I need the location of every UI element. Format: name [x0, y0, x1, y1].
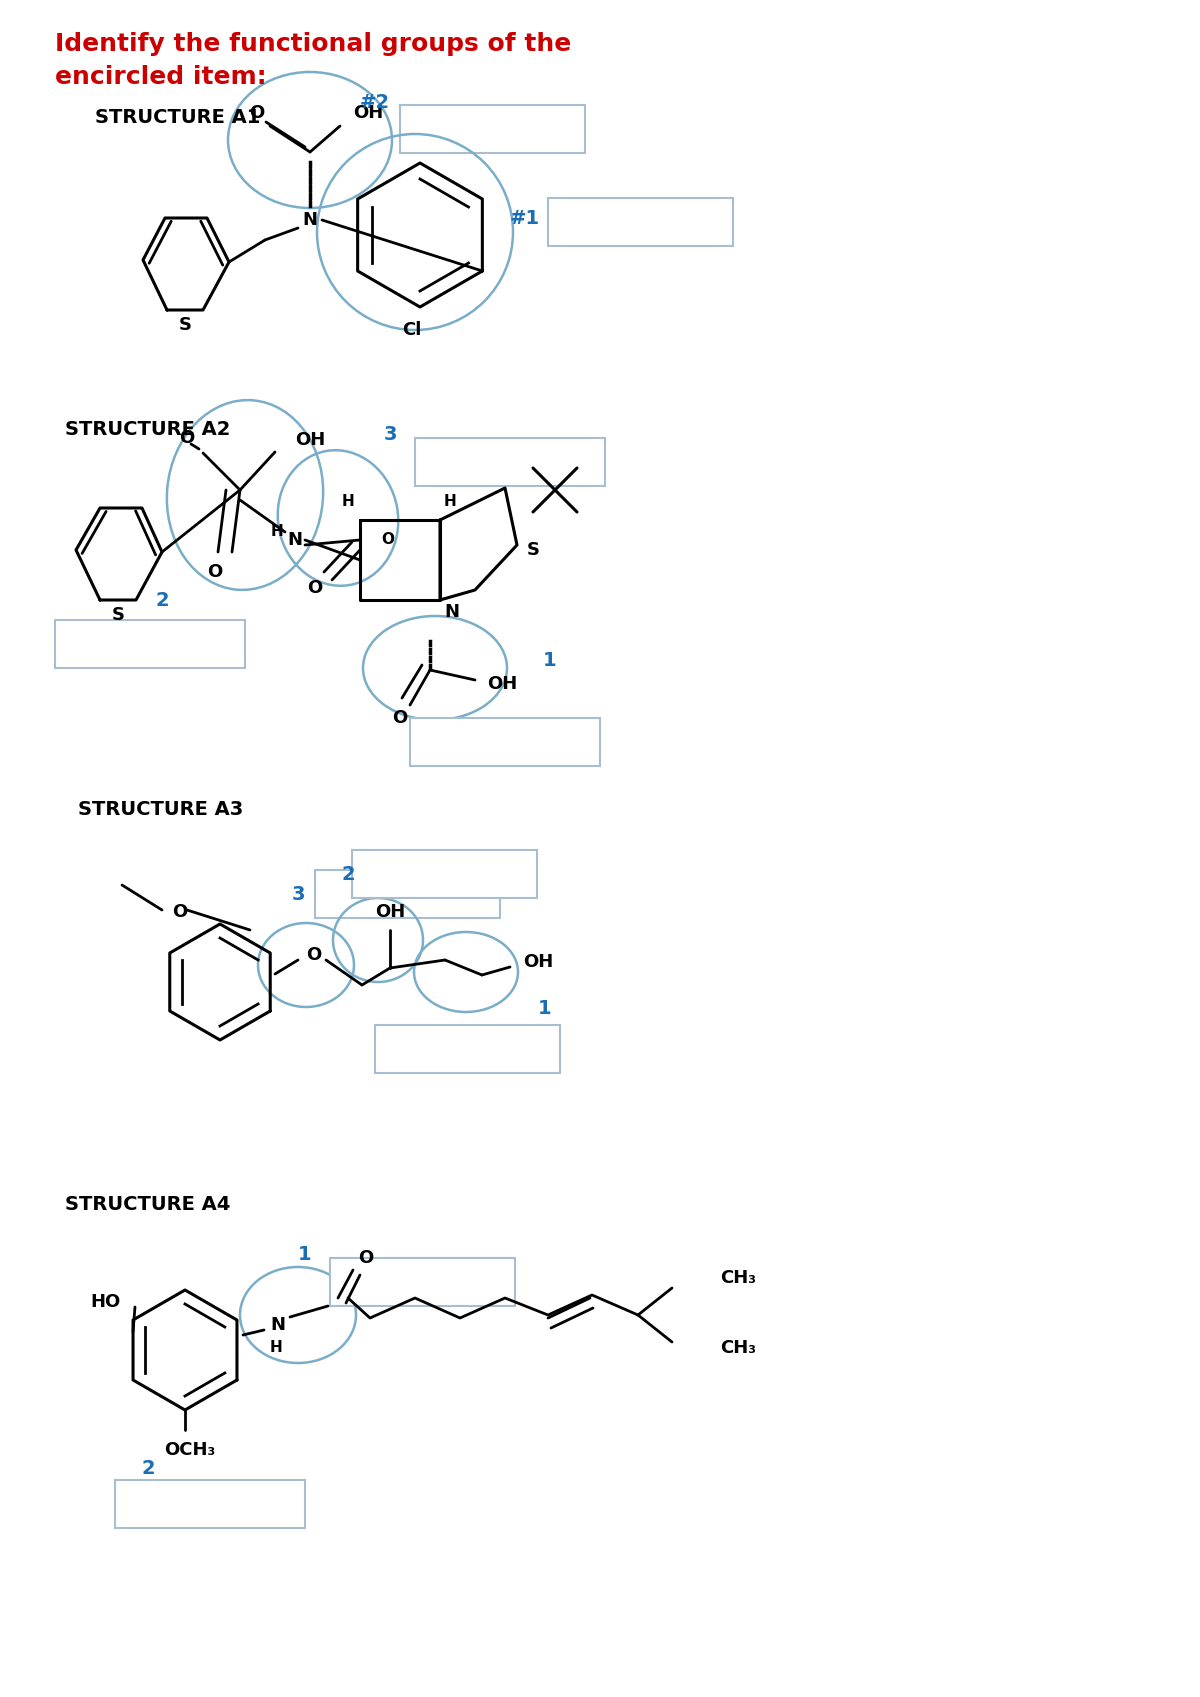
Bar: [400, 105, 586, 153]
Text: S: S: [527, 541, 540, 558]
Bar: [352, 850, 538, 898]
Text: #1: #1: [510, 209, 540, 227]
Bar: [330, 1257, 515, 1307]
Text: STRUCTURE A2: STRUCTURE A2: [65, 419, 230, 440]
Text: encircled item:: encircled item:: [55, 64, 266, 88]
Text: #2: #2: [360, 93, 390, 112]
Text: STRUCTURE A1: STRUCTURE A1: [95, 109, 260, 127]
Bar: [410, 718, 600, 765]
Text: STRUCTURE A3: STRUCTURE A3: [78, 799, 244, 820]
Bar: [314, 871, 500, 918]
Text: N: N: [444, 602, 460, 621]
Text: CH₃: CH₃: [720, 1339, 756, 1358]
Text: 2: 2: [142, 1458, 155, 1478]
Text: H: H: [270, 1339, 282, 1354]
Text: Identify the functional groups of the: Identify the functional groups of the: [55, 32, 571, 56]
Text: S: S: [179, 316, 192, 334]
Text: OH: OH: [523, 954, 553, 971]
Text: 1: 1: [544, 650, 557, 670]
Text: H: H: [444, 494, 456, 509]
Bar: [55, 619, 245, 669]
Text: O: O: [382, 533, 395, 548]
Bar: [115, 1480, 305, 1527]
Text: O: O: [250, 104, 265, 122]
Text: O: O: [307, 579, 323, 597]
Text: O: O: [208, 563, 223, 580]
Text: 3: 3: [292, 886, 305, 905]
Bar: [374, 1025, 560, 1073]
Text: 1: 1: [538, 998, 552, 1018]
Text: HO: HO: [90, 1293, 120, 1312]
Bar: [415, 438, 605, 485]
Text: OH: OH: [487, 675, 517, 692]
Bar: [548, 199, 733, 246]
Text: H: H: [342, 494, 354, 509]
Text: Cl: Cl: [402, 321, 421, 339]
Text: CH₃: CH₃: [720, 1269, 756, 1286]
Text: O: O: [306, 945, 322, 964]
Text: N: N: [302, 210, 318, 229]
Text: O: O: [179, 429, 194, 446]
Text: S: S: [112, 606, 125, 624]
Text: N: N: [270, 1315, 286, 1334]
Text: OH: OH: [374, 903, 406, 921]
Text: STRUCTURE A4: STRUCTURE A4: [65, 1195, 230, 1213]
Text: OH: OH: [295, 431, 325, 450]
Text: N: N: [288, 531, 302, 550]
Text: H: H: [271, 524, 283, 540]
Text: OH: OH: [353, 104, 383, 122]
Text: OCH₃: OCH₃: [164, 1441, 216, 1459]
Text: 2: 2: [341, 865, 355, 884]
Text: O: O: [359, 1249, 373, 1268]
Text: O: O: [173, 903, 187, 921]
Text: O: O: [392, 709, 408, 726]
Text: 3: 3: [383, 426, 397, 445]
Text: 1: 1: [298, 1246, 312, 1264]
Text: 2: 2: [155, 591, 169, 609]
